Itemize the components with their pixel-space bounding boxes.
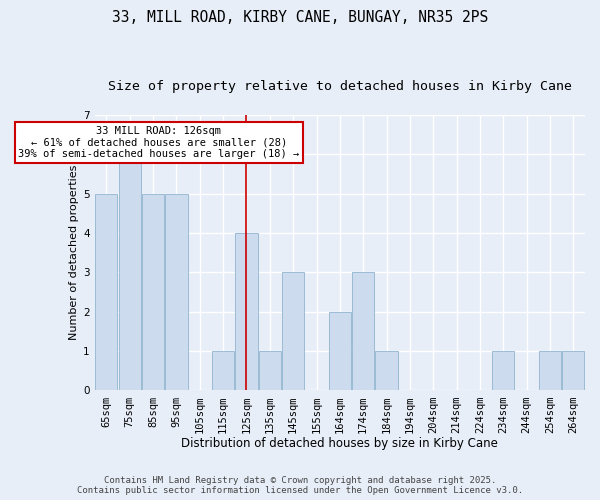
Text: 33 MILL ROAD: 126sqm
← 61% of detached houses are smaller (28)
39% of semi-detac: 33 MILL ROAD: 126sqm ← 61% of detached h… (19, 126, 299, 159)
Bar (492, 351, 514, 391)
Bar (119, 154, 141, 390)
Title: Size of property relative to detached houses in Kirby Cane: Size of property relative to detached ho… (108, 80, 572, 93)
Bar (259, 351, 281, 391)
X-axis label: Distribution of detached houses by size in Kirby Cane: Distribution of detached houses by size … (181, 437, 499, 450)
Bar (95, 194, 118, 390)
Bar (235, 233, 257, 390)
Text: 33, MILL ROAD, KIRBY CANE, BUNGAY, NR35 2PS: 33, MILL ROAD, KIRBY CANE, BUNGAY, NR35 … (112, 10, 488, 25)
Y-axis label: Number of detached properties: Number of detached properties (69, 165, 79, 340)
Bar (539, 351, 561, 391)
Bar (352, 272, 374, 390)
Bar (562, 351, 584, 391)
Bar (282, 272, 304, 390)
Bar (212, 351, 234, 391)
Bar (329, 312, 351, 390)
Bar (142, 194, 164, 390)
Bar (376, 351, 398, 391)
Bar (166, 194, 188, 390)
Text: Contains HM Land Registry data © Crown copyright and database right 2025.
Contai: Contains HM Land Registry data © Crown c… (77, 476, 523, 495)
